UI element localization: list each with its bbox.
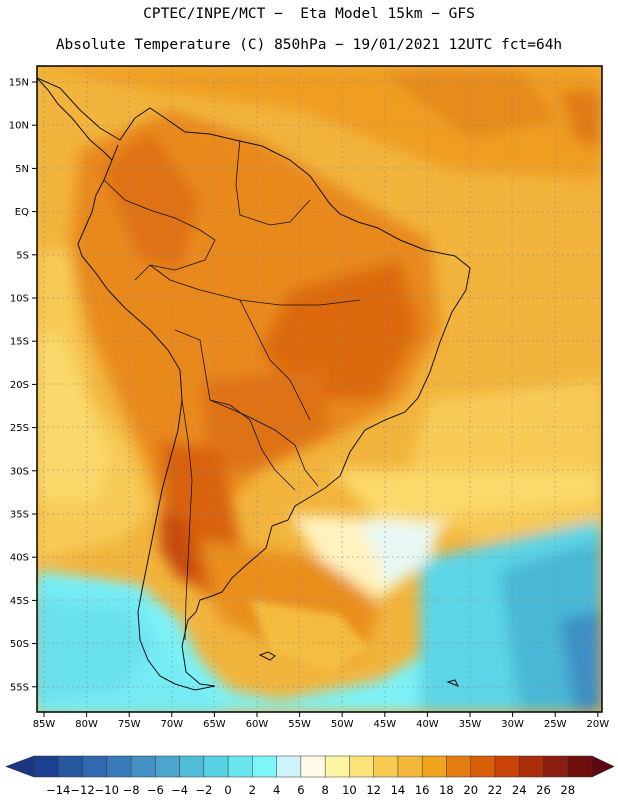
- colorbar-label: 8: [321, 783, 328, 797]
- lon-label: 50W: [331, 719, 354, 730]
- lat-label: 25S: [10, 423, 29, 434]
- colorbar-label: 28: [560, 783, 575, 797]
- colorbar-left-arrow: [5, 755, 35, 778]
- lat-label: 45S: [10, 596, 29, 607]
- colorbar-label: 26: [536, 783, 551, 797]
- colorbar-swatch: [58, 755, 84, 778]
- lon-label: 65W: [203, 719, 226, 730]
- colorbar-right-arrow: [591, 755, 615, 778]
- lat-label: 15S: [10, 337, 29, 348]
- map-frame: [36, 65, 603, 713]
- colorbar-label: 24: [512, 783, 527, 797]
- colorbar-label: −14: [46, 783, 70, 797]
- colorbar-swatch: [494, 755, 520, 778]
- lon-label: 20W: [586, 719, 609, 730]
- colorbar-swatch: [324, 755, 350, 778]
- graticule: [37, 66, 602, 712]
- colorbar-label: 4: [273, 783, 280, 797]
- colorbar-label: 18: [439, 783, 454, 797]
- colorbar-label: −2: [195, 783, 212, 797]
- lat-label: 5S: [16, 250, 29, 261]
- lon-label: 60W: [246, 719, 269, 730]
- coastlines: [37, 77, 471, 691]
- colorbar-swatch: [373, 755, 399, 778]
- lat-label: 40S: [10, 553, 29, 564]
- colorbar-swatch: [543, 755, 569, 778]
- colorbar-swatch: [397, 755, 423, 778]
- colorbar-swatch: [518, 755, 545, 778]
- colorbar-swatch: [82, 755, 108, 778]
- colorbar-swatch: [300, 755, 326, 778]
- longitude-axis: 85W 80W 75W 70W 65W 60W 55W 50W 45W 40W 35W 30W 25W 2…: [33, 712, 609, 730]
- colorbar-label: 16: [415, 783, 430, 797]
- lon-label: 55W: [288, 719, 311, 730]
- lat-label: 55S: [10, 682, 29, 693]
- map-subtitle: Absolute Temperature (C) 850hPa − 19/01/…: [55, 37, 563, 53]
- map-title: CPTEC/INPE/MCT − Eta Model 15km − GFS: [143, 6, 475, 22]
- lat-label: 10S: [10, 294, 29, 305]
- colorbar-swatch: [252, 755, 278, 778]
- colorbar-label: −12: [70, 783, 94, 797]
- colorbar-swatch: [567, 755, 593, 778]
- lon-label: 35W: [459, 719, 482, 730]
- lon-label: 85W: [33, 719, 56, 730]
- lon-label: 80W: [75, 719, 98, 730]
- colorbar-swatch: [203, 755, 229, 778]
- temperature-field: [37, 66, 602, 712]
- lat-label: 15N: [9, 78, 29, 89]
- lat-label: 5N: [15, 164, 29, 175]
- colorbar-label: 2: [249, 783, 256, 797]
- colorbar-label: 6: [297, 783, 304, 797]
- colorbar-swatch: [179, 755, 205, 778]
- colorbar-swatch: [33, 755, 59, 778]
- lon-label: 75W: [118, 719, 141, 730]
- colorbar-swatch: [227, 755, 253, 778]
- lon-label: 30W: [501, 719, 524, 730]
- lon-label: 25W: [544, 719, 567, 730]
- colorbar-swatch: [421, 755, 447, 778]
- colorbar-label: 20: [463, 783, 478, 797]
- colorbar: −14 −12 −10 −8 −6 −4 −2 0 2 4 6 8 10 12 14 16 18 20 22 24 26…: [5, 755, 615, 797]
- latitude-axis: 15N 10N 5N EQ 5S 10S 15S 20S 25S 30S 35S 40S 45S 50S 5…: [9, 78, 37, 693]
- colorbar-swatch: [155, 755, 181, 778]
- lon-label: 70W: [160, 719, 183, 730]
- colorbar-label: 12: [366, 783, 381, 797]
- lat-label: 30S: [10, 466, 29, 477]
- colorbar-swatch: [130, 755, 156, 778]
- lat-label: 20S: [10, 380, 29, 391]
- colorbar-swatch: [470, 755, 496, 778]
- lat-label: EQ: [15, 207, 29, 218]
- colorbar-label: 22: [488, 783, 503, 797]
- colorbar-label: 10: [342, 783, 357, 797]
- colorbar-swatch: [349, 755, 375, 778]
- lon-label: 45W: [373, 719, 396, 730]
- colorbar-label: −8: [123, 783, 140, 797]
- lat-label: 10N: [9, 121, 29, 132]
- country-borders: [103, 139, 361, 641]
- colorbar-label: −4: [171, 783, 188, 797]
- colorbar-label: −6: [147, 783, 164, 797]
- lon-label: 40W: [416, 719, 439, 730]
- colorbar-label: 0: [224, 783, 231, 797]
- colorbar-swatch: [446, 755, 472, 778]
- colorbar-swatch: [106, 755, 132, 778]
- colorbar-label: −10: [95, 783, 119, 797]
- colorbar-label: 14: [391, 783, 406, 797]
- lat-label: 35S: [10, 510, 29, 521]
- colorbar-swatch: [276, 755, 302, 778]
- lat-label: 50S: [10, 639, 29, 650]
